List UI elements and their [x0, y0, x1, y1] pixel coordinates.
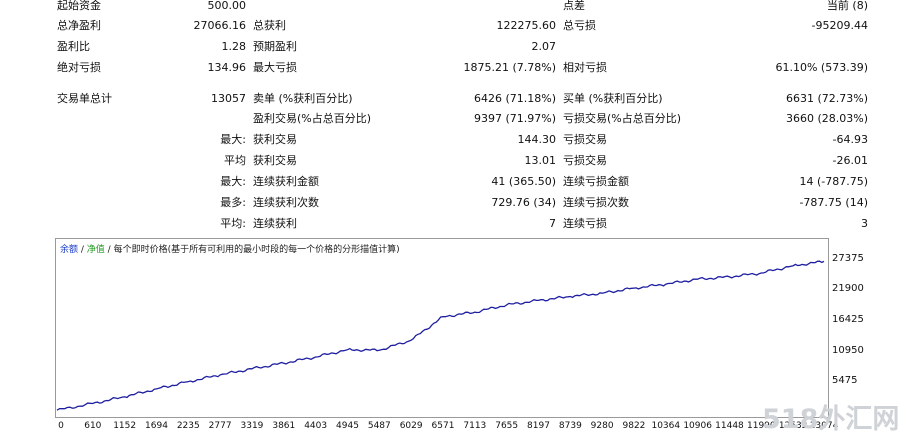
y-tick-label: 5475: [832, 375, 858, 387]
stat-value: 122275.60: [496, 19, 557, 32]
x-tick-label: 2235: [176, 421, 200, 431]
y-tick-label: 21900: [832, 283, 864, 295]
stat-value: 41 (365.50): [491, 175, 556, 188]
stat-value: 最大:: [220, 133, 246, 146]
x-tick-label: 6029: [399, 421, 423, 431]
stat-value: -26.01: [832, 154, 868, 167]
stat-value: 最多:: [220, 196, 246, 209]
stat-value: 9397 (71.97%): [473, 112, 556, 125]
stat-label: 最大亏损: [253, 61, 297, 74]
stat-value: 7: [549, 217, 556, 230]
stat-value: 2.07: [531, 40, 557, 53]
chart-legend: 余额 / 净值 / 每个即时价格(基于所有可利用的最小时段的每一个价格的分形描值…: [60, 242, 400, 255]
x-tick-label: 11990: [746, 421, 776, 431]
x-tick-label: 610: [84, 421, 102, 431]
y-tick-label: 27375: [832, 252, 864, 264]
stat-label: 绝对亏损: [57, 61, 101, 74]
x-tick-label: 7655: [495, 421, 519, 431]
x-tick-label: 4403: [304, 421, 328, 431]
y-tick-label: 16425: [832, 314, 864, 326]
stat-value: 平均:: [220, 217, 246, 230]
x-tick-label: 9822: [622, 421, 646, 431]
stat-value: 61.10% (573.39): [775, 61, 868, 74]
stat-label: 获利交易: [253, 133, 297, 146]
x-tick-label: 10906: [683, 421, 712, 431]
stat-value: 14 (-787.75): [799, 175, 868, 188]
x-tick-label: 8197: [527, 421, 550, 431]
stat-label: 交易单总计: [57, 92, 112, 105]
stat-value: 3: [861, 217, 868, 230]
stat-label: 预期盈利: [253, 40, 297, 53]
stat-label: 连续亏损: [563, 217, 607, 230]
stat-value: 13057: [211, 92, 246, 105]
balance-chart-plot: [56, 260, 825, 411]
x-tick-label: 2777: [208, 421, 232, 431]
stat-value: -64.93: [832, 133, 868, 146]
stat-value: 最大:: [220, 175, 246, 188]
legend-equity: 净值: [86, 245, 105, 255]
stat-value: 729.76 (34): [491, 196, 556, 209]
stat-label: 获利交易: [253, 154, 297, 167]
stat-value: 134.96: [207, 61, 247, 74]
x-tick-label: 9280: [590, 421, 614, 431]
x-tick-label: 0: [58, 421, 64, 431]
x-tick-label: 1152: [113, 421, 137, 431]
legend-separator: /: [104, 245, 114, 255]
stat-label: 盈利交易(%占总百分比): [253, 112, 372, 125]
legend-separator: /: [78, 245, 87, 255]
legend-description: 每个即时价格(基于所有可利用的最小时段的每一个价格的分形描值计算): [113, 245, 400, 255]
stat-value: 当前 (8): [826, 0, 868, 12]
stat-label: 卖单 (%获利百分比): [253, 92, 353, 105]
stat-value: -787.75 (14): [799, 196, 868, 209]
stat-label: 起始资金: [57, 0, 101, 12]
stat-value: 1.28: [221, 40, 247, 53]
stat-label: 买单 (%获利百分比): [563, 92, 663, 105]
x-tick-label: 4945: [336, 421, 359, 431]
x-tick-label: 5487: [367, 421, 391, 431]
stat-value: -95209.44: [811, 19, 868, 32]
stat-label: 亏损交易(%占总百分比): [563, 112, 682, 125]
stat-value: 1875.21 (7.78%): [463, 61, 556, 74]
stat-label: 连续获利次数: [253, 196, 319, 209]
stat-value: 6426 (71.18%): [473, 92, 556, 105]
stat-label: 总净盈利: [57, 19, 101, 32]
x-tick-label: 3319: [240, 421, 264, 431]
stat-label: 连续亏损金额: [563, 175, 629, 188]
stat-label: 连续获利金额: [253, 175, 319, 188]
x-tick-label: 8739: [558, 421, 582, 431]
balance-chart: [55, 238, 829, 418]
stat-label: 总亏损: [563, 19, 596, 32]
x-tick-label: 3861: [272, 421, 296, 431]
x-tick-label: 1694: [145, 421, 168, 431]
stat-label: 点差: [563, 0, 585, 12]
x-tick-label: 6571: [431, 421, 455, 431]
stat-value: 27066.16: [193, 19, 247, 32]
stat-value: 500.00: [207, 0, 247, 12]
legend-balance: 余额: [60, 245, 79, 255]
stat-value: 平均: [224, 154, 246, 167]
balance-series-line: [56, 260, 825, 411]
stat-label: 亏损交易: [563, 154, 607, 167]
stat-label: 连续亏损次数: [563, 196, 629, 209]
x-tick-label: 12532: [778, 421, 808, 431]
watermark-logo: 518外汇网: [762, 404, 900, 435]
stat-label: 总获利: [253, 19, 286, 32]
stat-value: 3660 (28.03%): [785, 112, 868, 125]
stat-label: 盈利比: [57, 40, 90, 53]
y-tick-label: 10950: [832, 344, 864, 356]
x-tick-label: 7113: [463, 421, 487, 431]
x-tick-label: 13074: [809, 421, 839, 431]
x-tick-label: 11448: [715, 421, 744, 431]
x-tick-label: 10364: [651, 421, 681, 431]
stat-label: 亏损交易: [563, 133, 607, 146]
stat-label: 相对亏损: [563, 61, 607, 74]
stat-value: 13.01: [524, 154, 557, 167]
stat-label: 连续获利: [253, 217, 297, 230]
stat-value: 6631 (72.73%): [785, 92, 868, 105]
stat-value: 144.30: [517, 133, 557, 146]
